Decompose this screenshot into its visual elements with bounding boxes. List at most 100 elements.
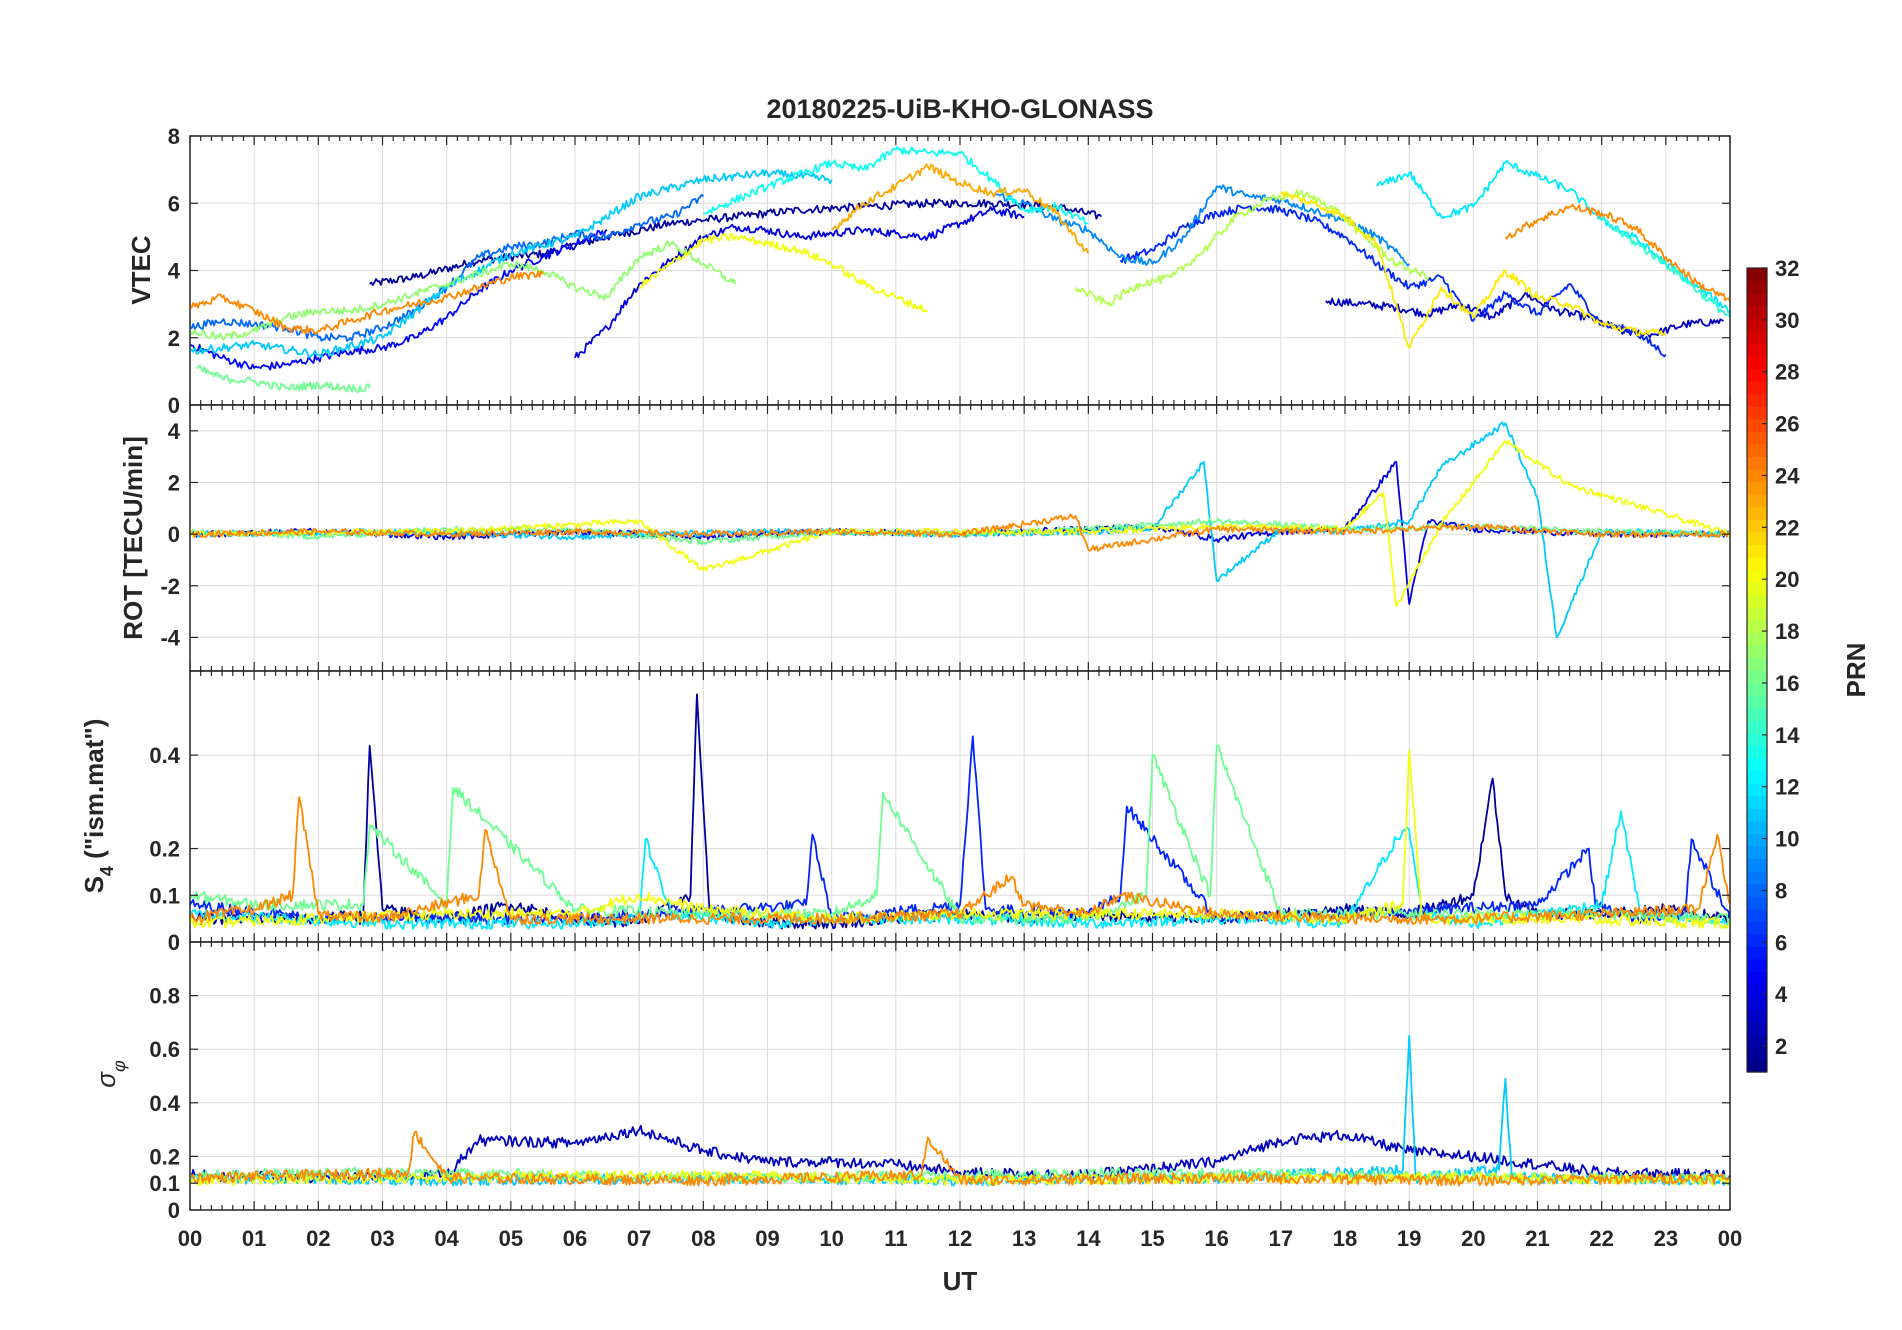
colorbar-tick-label: 26 bbox=[1775, 412, 1799, 437]
x-tick-label: 20 bbox=[1461, 1226, 1485, 1251]
colorbar-band bbox=[1747, 607, 1767, 621]
colorbar-band bbox=[1747, 770, 1767, 784]
colorbar-band bbox=[1747, 896, 1767, 910]
vtec-trace-prn-13 bbox=[703, 146, 1089, 225]
s4-ytick-label: 0.2 bbox=[149, 837, 180, 862]
x-tick-label: 19 bbox=[1397, 1226, 1421, 1251]
sigma-phi-ytick-label: 0.2 bbox=[149, 1144, 180, 1169]
x-tick-label: 08 bbox=[691, 1226, 715, 1251]
colorbar-band bbox=[1747, 494, 1767, 508]
sigma-phi-ytick-label: 0.1 bbox=[149, 1171, 180, 1196]
x-tick-label: 05 bbox=[499, 1226, 523, 1251]
vtec-ytick-label: 6 bbox=[168, 191, 180, 216]
colorbar-band bbox=[1747, 921, 1767, 935]
x-tick-label: 04 bbox=[434, 1226, 459, 1251]
colorbar-tick-label: 10 bbox=[1775, 827, 1799, 852]
figure-title: 20180225-UiB-KHO-GLONASS bbox=[766, 94, 1153, 124]
s4-ytick-label: 0 bbox=[168, 930, 180, 955]
colorbar-band bbox=[1747, 318, 1767, 332]
colorbar-band bbox=[1747, 720, 1767, 734]
vtec-ytick-label: 8 bbox=[168, 124, 180, 149]
x-tick-label: 21 bbox=[1525, 1226, 1549, 1251]
colorbar-band bbox=[1747, 745, 1767, 759]
sigma-phi-traces bbox=[190, 1034, 1730, 1187]
sigma-phi-trace-prn-16 bbox=[190, 1166, 1730, 1185]
colorbar-band bbox=[1747, 456, 1767, 470]
vtec-trace-prn-23 bbox=[831, 163, 1090, 254]
vtec-trace-prn-16 bbox=[196, 364, 371, 393]
colorbar-band bbox=[1747, 481, 1767, 495]
x-tick-label: 22 bbox=[1589, 1226, 1613, 1251]
colorbar-band bbox=[1747, 795, 1767, 809]
colorbar-band bbox=[1747, 1009, 1767, 1023]
vtec-traces bbox=[190, 146, 1730, 393]
vtec-trace-prn-24 bbox=[1504, 203, 1730, 302]
vtec-axis-title: VTEC bbox=[126, 235, 156, 305]
colorbar-band bbox=[1747, 594, 1767, 608]
vtec-trace-prn-14 bbox=[1600, 216, 1730, 319]
colorbar-band bbox=[1747, 469, 1767, 483]
colorbar-band bbox=[1747, 519, 1767, 533]
colorbar-band bbox=[1747, 845, 1767, 860]
sigma-phi-axis-title-main: σ bbox=[91, 1071, 121, 1088]
s4-ytick-label: 0.1 bbox=[149, 883, 180, 908]
colorbar-band bbox=[1747, 732, 1767, 746]
colorbar-band bbox=[1747, 531, 1767, 545]
colorbar-band bbox=[1747, 783, 1767, 797]
s4-trace-prn-24 bbox=[190, 796, 1730, 926]
colorbar-tick-label: 32 bbox=[1775, 256, 1799, 281]
trace-layer bbox=[190, 146, 1730, 1187]
x-tick-label: 17 bbox=[1269, 1226, 1293, 1251]
colorbar-band bbox=[1747, 544, 1767, 558]
vtec-trace-prn-24 bbox=[190, 270, 544, 335]
colorbar-band bbox=[1747, 418, 1767, 432]
colorbar-band bbox=[1747, 871, 1767, 885]
vtec-ytick-label: 4 bbox=[168, 259, 181, 284]
x-tick-label: 23 bbox=[1654, 1226, 1678, 1251]
colorbar-tick-label: 12 bbox=[1775, 775, 1799, 800]
colorbar-band bbox=[1747, 330, 1767, 344]
colorbar-tick-label: 30 bbox=[1775, 308, 1799, 333]
colorbar-band bbox=[1747, 355, 1767, 370]
sigma-phi-axis-title-sub: φ bbox=[109, 1060, 129, 1072]
colorbar-band bbox=[1747, 933, 1767, 947]
rot-trace-prn-20 bbox=[190, 440, 1730, 608]
colorbar-band bbox=[1747, 305, 1767, 319]
x-tick-label: 09 bbox=[755, 1226, 779, 1251]
colorbar-band bbox=[1747, 858, 1767, 872]
colorbar-tick-label: 28 bbox=[1775, 360, 1799, 385]
colorbar-frame bbox=[1746, 267, 1768, 1073]
x-tick-label: 02 bbox=[306, 1226, 330, 1251]
colorbar-band bbox=[1747, 569, 1767, 583]
x-tick-label: 06 bbox=[563, 1226, 587, 1251]
rot-ytick-label: -2 bbox=[160, 574, 180, 599]
colorbar-band bbox=[1747, 657, 1767, 671]
vtec-ytick-label: 2 bbox=[168, 326, 180, 351]
colorbar-band bbox=[1747, 670, 1767, 684]
ticks-layer: 02468-4-202400.10.20.400.10.20.40.60.800… bbox=[149, 124, 1742, 1251]
sigma-phi-ytick-label: 0.4 bbox=[149, 1091, 180, 1116]
colorbar-band bbox=[1747, 757, 1767, 772]
sigma-phi-ytick-label: 0 bbox=[168, 1198, 180, 1223]
x-tick-label: 00 bbox=[1718, 1226, 1742, 1251]
colorbar-band bbox=[1747, 443, 1767, 458]
colorbar-band bbox=[1747, 908, 1767, 922]
rot-traces bbox=[190, 421, 1730, 639]
colorbar-tick-label: 6 bbox=[1775, 930, 1787, 955]
colorbar-tick-label: 24 bbox=[1775, 463, 1800, 488]
colorbar-tick-label: 14 bbox=[1775, 723, 1800, 748]
x-tick-label: 18 bbox=[1333, 1226, 1357, 1251]
s4-axis-title-rest: ("ism.mat") bbox=[79, 719, 109, 866]
colorbar-band bbox=[1747, 582, 1767, 596]
s4-ytick-label: 0.4 bbox=[149, 743, 180, 768]
vtec-trace-prn-3 bbox=[1325, 290, 1724, 339]
colorbar-band bbox=[1747, 506, 1767, 520]
x-tick-label: 01 bbox=[242, 1226, 266, 1251]
vtec-trace-prn-18 bbox=[1074, 189, 1430, 307]
x-axis-title: UT bbox=[943, 1266, 978, 1296]
colorbar-label: PRN bbox=[1841, 643, 1871, 698]
colorbar-band bbox=[1747, 695, 1767, 709]
colorbar-tick-label: 20 bbox=[1775, 567, 1799, 592]
sigma-phi-axis-title: σφ bbox=[91, 1060, 129, 1088]
